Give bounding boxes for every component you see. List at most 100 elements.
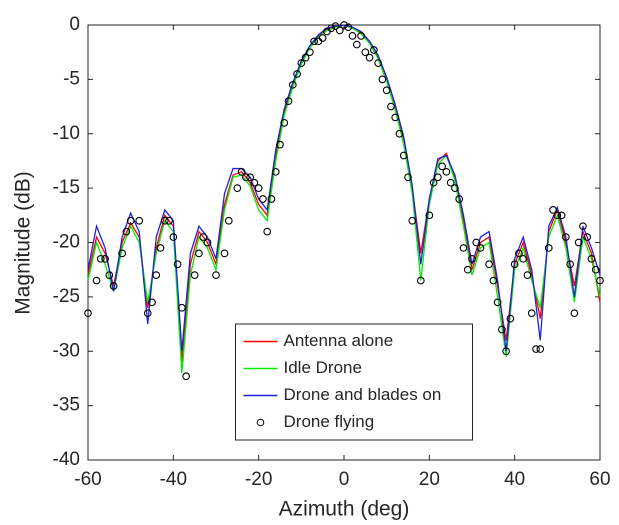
x-tick-label: -60: [74, 469, 101, 490]
y-tick-label: -20: [53, 232, 80, 253]
scatter-point: [579, 222, 587, 231]
scatter-point: [404, 173, 412, 182]
scatter-point: [237, 167, 246, 176]
y-tick-label: -5: [63, 68, 80, 89]
y-tick-label: 0: [69, 14, 80, 35]
scatter-point: [387, 102, 395, 111]
scatter-point: [84, 309, 92, 318]
scatter-point: [318, 34, 327, 42]
scatter-point: [165, 216, 173, 225]
scatter-point: [195, 249, 203, 258]
scatter-point: [160, 216, 169, 225]
x-tick-label: -40: [160, 469, 187, 490]
legend-marker: [256, 418, 265, 427]
scatter-point: [493, 298, 502, 307]
scatter-point: [122, 227, 131, 236]
y-axis-label: Magnitude (dB): [12, 171, 35, 315]
scatter-point: [557, 211, 566, 220]
scatter-point: [267, 195, 276, 203]
legend-label: Drone flying: [284, 412, 375, 431]
scatter-point: [429, 178, 438, 187]
x-axis-label: Azimuth (deg): [279, 498, 410, 521]
scatter-point: [96, 254, 105, 263]
scatter-point: [566, 260, 574, 269]
scatter-point: [451, 184, 459, 192]
scatter-point: [442, 167, 451, 176]
scatter-point: [434, 173, 442, 182]
legend-box: [235, 323, 473, 441]
scatter-point: [169, 233, 178, 241]
scatter-point: [408, 216, 417, 225]
x-tick-label: 20: [419, 469, 440, 490]
scatter-point: [519, 254, 528, 263]
scatter-point: [365, 53, 374, 62]
y-tick-label: -40: [53, 449, 80, 470]
scatter-point: [455, 195, 464, 203]
scatter-point: [126, 216, 135, 225]
y-tick-label: -25: [53, 286, 80, 307]
scatter-point: [544, 244, 553, 252]
scatter-point: [178, 303, 186, 312]
scatter-point: [335, 26, 344, 35]
scatter-point: [288, 80, 297, 89]
legend: Antenna alone Idle Drone Drone and blades …: [235, 323, 473, 441]
scatter-point: [173, 260, 182, 269]
scatter-point: [510, 260, 519, 269]
scatter-point: [92, 276, 101, 285]
scatter-point: [276, 140, 284, 149]
scatter-point: [391, 113, 400, 122]
x-tick-label: 60: [589, 469, 610, 490]
scatter-point: [101, 254, 109, 263]
legend-label: Antenna alone: [284, 331, 394, 350]
scatter-point: [280, 119, 289, 127]
scatter-point: [233, 184, 242, 192]
scatter-point: [463, 265, 472, 274]
scatter-point: [498, 325, 506, 334]
scatter-point: [515, 249, 523, 258]
scatter-point: [468, 254, 476, 263]
scatter-point: [331, 22, 340, 30]
scatter-point: [532, 345, 540, 353]
scatter-point: [416, 276, 425, 285]
scatter-point: [361, 48, 370, 57]
scatter-point: [348, 32, 357, 40]
series-line: [87, 24, 601, 352]
scatter-point: [242, 173, 250, 182]
scatter-point: [485, 260, 493, 269]
scatter-point: [587, 254, 596, 263]
legend-label: Drone and blades on: [284, 385, 442, 404]
scatter-point: [143, 309, 152, 318]
scatter-point: [553, 211, 562, 220]
scatter-point: [370, 46, 378, 54]
y-tick-label: -15: [53, 177, 80, 198]
scatter-point: [591, 265, 600, 274]
y-tick-label: -10: [53, 123, 80, 144]
scatter-point: [190, 271, 199, 279]
scatter-point: [109, 282, 118, 290]
x-tick-label: 0: [339, 469, 350, 490]
scatter-point: [506, 314, 515, 323]
scatter-point: [459, 244, 468, 252]
scatter-point: [284, 97, 293, 105]
scatter-point: [344, 23, 353, 32]
scatter-point: [536, 345, 545, 353]
scatter-point: [527, 309, 536, 318]
scatter-point: [310, 37, 318, 46]
scatter-point: [395, 129, 404, 138]
scatter-point: [374, 59, 382, 67]
scatter-point: [182, 372, 190, 381]
scatter-point: [562, 233, 570, 241]
scatter-point: [293, 70, 301, 78]
scatter-point: [399, 151, 408, 160]
scatter-point: [152, 271, 161, 279]
x-tick-label: -20: [245, 469, 272, 490]
scatter-point: [135, 216, 144, 225]
scatter-point: [271, 167, 280, 176]
scatter-point: [596, 276, 604, 285]
scatter-point: [438, 162, 446, 171]
scatter-point: [220, 249, 229, 258]
x-tick-label: 40: [504, 469, 525, 490]
scatter-point: [156, 244, 165, 252]
scatter-point: [118, 249, 126, 258]
